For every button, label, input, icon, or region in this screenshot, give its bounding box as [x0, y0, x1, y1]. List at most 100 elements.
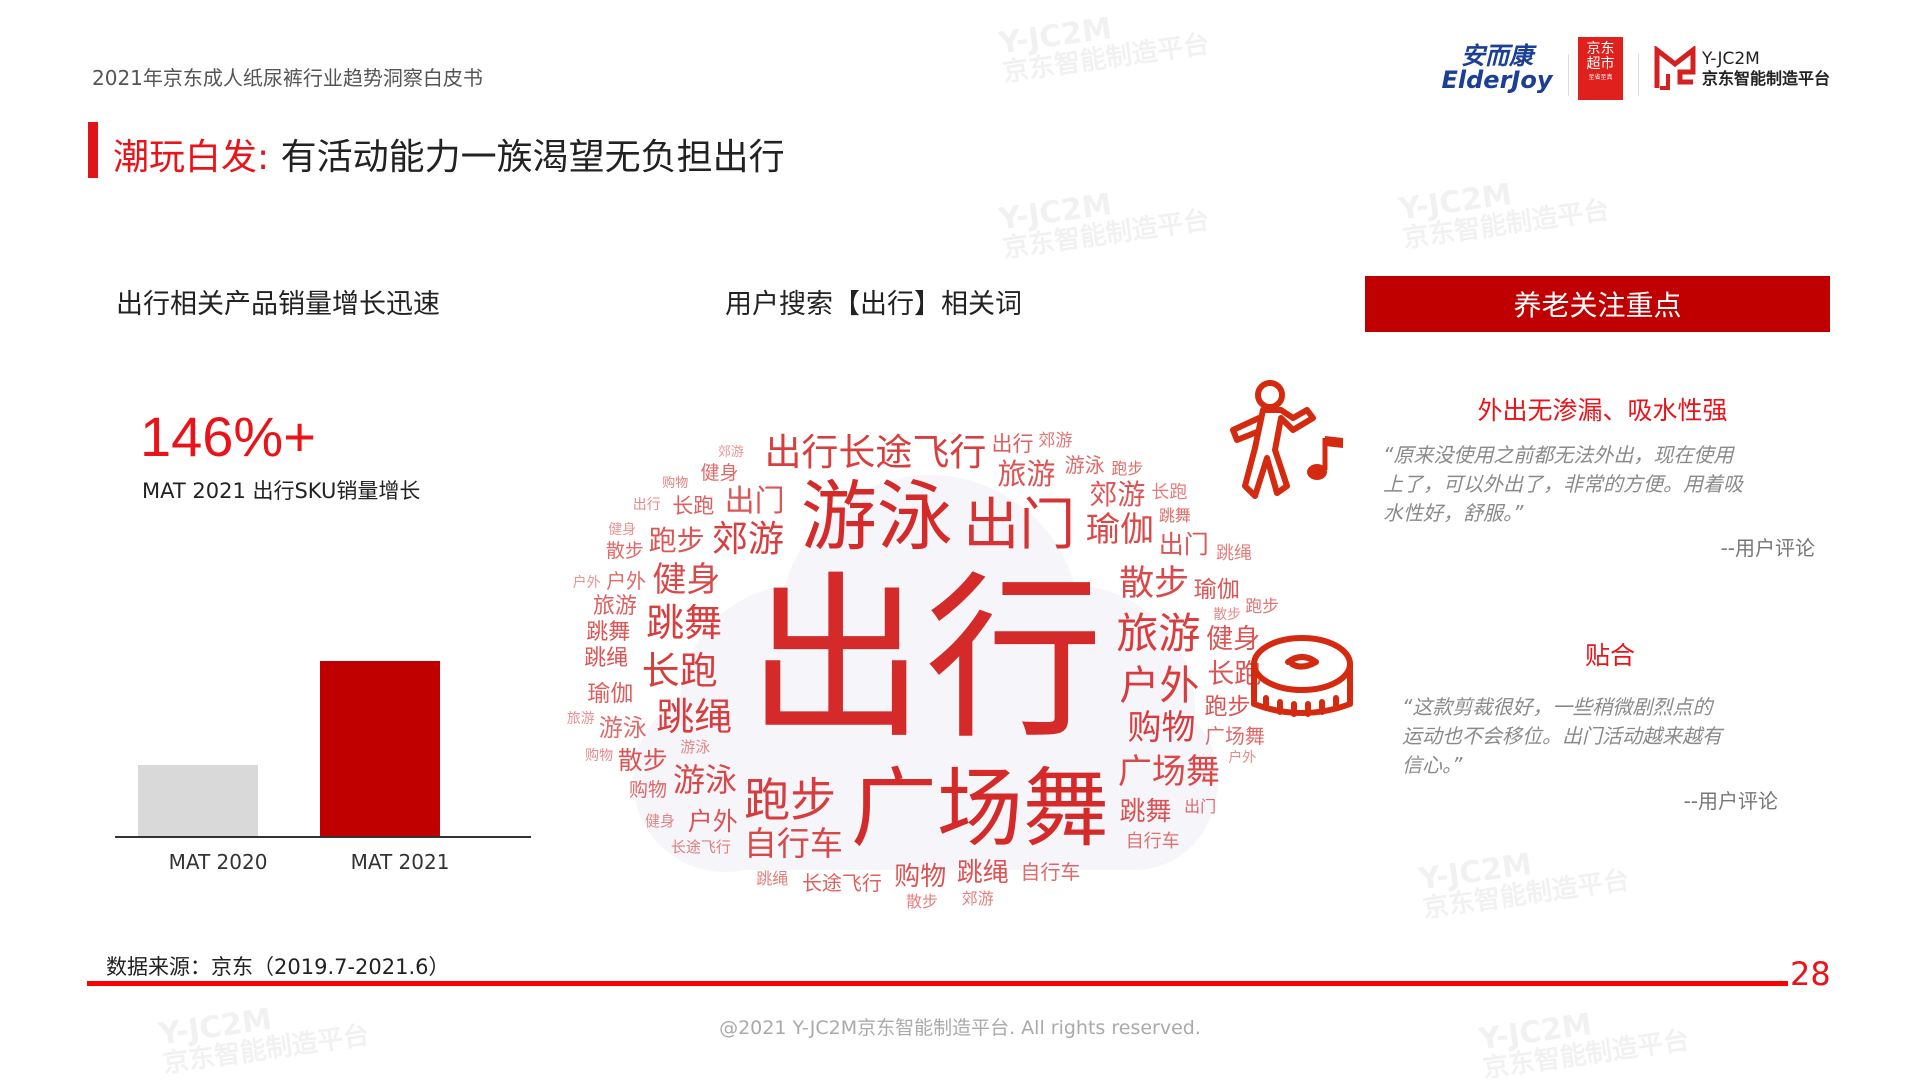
word-cloud-word: 出行 [991, 432, 1034, 457]
word-cloud-word: 长跑 [641, 648, 718, 693]
word-cloud-word: 出门 [963, 493, 1076, 559]
word-cloud-word: 游泳 [1064, 452, 1105, 477]
word-cloud-word: 跑步 [1111, 458, 1144, 478]
word-cloud-word: 旅游 [592, 593, 637, 619]
yjc2m-logo-mark-icon [1654, 46, 1696, 90]
word-cloud-word: 郊游 [717, 444, 744, 460]
word-cloud-word: 跳绳 [1215, 543, 1252, 565]
word-cloud-word: 散步 [1119, 564, 1190, 605]
word-cloud-word: 自行车 [1020, 859, 1081, 884]
quote-line: 水性好，舒服。” [1383, 501, 1524, 525]
benefit-heading: 贴合 [1584, 641, 1635, 670]
bar-mat-2020 [138, 764, 258, 836]
word-cloud-word: 郊游 [1089, 477, 1146, 511]
jd-logo-line3: 至省至真 [1588, 74, 1613, 82]
word-cloud-word: 瑜伽 [1086, 510, 1155, 551]
word-cloud-word: 跑步 [1204, 694, 1251, 721]
word-cloud-word: 户外 [572, 575, 601, 592]
word-cloud-word: 购物 [629, 778, 668, 801]
word-cloud-word: 跳绳 [584, 646, 629, 672]
word-cloud-word: 健身 [652, 559, 721, 600]
word-cloud-word: 长途飞行 [670, 838, 731, 857]
word-cloud-word: 长跑 [1151, 482, 1188, 504]
word-cloud-word: 散步 [605, 540, 644, 563]
jd-logo-line2: 超市 [1586, 55, 1615, 72]
word-cloud-word: 散步 [1213, 606, 1242, 623]
word-cloud-word: 购物 [1127, 708, 1196, 749]
word-cloud-word: 跳舞 [586, 619, 631, 645]
elderjoy-logo-cn: 安而康 [1461, 42, 1533, 70]
page-number: 28 [1790, 955, 1831, 993]
word-cloud-word: 户外 [1228, 749, 1257, 766]
page-title: 潮玩白发: 有活动能力一族渴望无负担出行 [113, 128, 785, 180]
word-cloud-word: 健身 [1206, 624, 1261, 656]
left-section-heading: 出行相关产品销量增长迅速 [116, 289, 440, 320]
document-title: 2021年京东成人纸尿裤行业趋势洞察白皮书 [92, 66, 483, 90]
quote-line: 运动也不会移位。出门活动越来越有 [1402, 724, 1722, 748]
x-axis-line [115, 836, 531, 838]
word-cloud-word: 郊游 [711, 518, 784, 560]
word-cloud-word: 户外 [1119, 662, 1200, 709]
title-accent-bar [88, 122, 98, 178]
word-cloud-word: 购物 [585, 747, 614, 764]
quote-line: 信心。” [1402, 753, 1463, 777]
jd-logo-line1: 京东 [1586, 41, 1615, 57]
word-cloud-word: 跳舞 [646, 601, 723, 646]
growth-stat: 146%+ [140, 405, 316, 468]
word-cloud-word: 跳绳 [756, 868, 789, 888]
elderjoy-logo: 安而康 ElderJoy [1432, 44, 1562, 92]
word-cloud-word: 跳绳 [956, 857, 1009, 888]
word-cloud-word: 出门 [1158, 530, 1209, 560]
tape-measure-icon [1251, 635, 1353, 717]
footer-divider [87, 981, 1788, 986]
word-cloud-word: 出行 [632, 497, 661, 514]
copyright: @2021 Y-JC2M京东智能制造平台. All rights reserve… [719, 1017, 1201, 1039]
word-cloud-word: 郊游 [961, 888, 994, 908]
word-cloud-word: 旅游 [1116, 608, 1201, 658]
word-cloud-word: 出门 [1184, 797, 1217, 817]
watermark: Y-JC2M 京东智能制造平台 [997, 176, 1212, 264]
data-source: 数据来源：京东（2019.7-2021.6） [106, 955, 450, 979]
word-cloud-word: 广场舞 [850, 758, 1109, 859]
word-cloud-word: 旅游 [997, 456, 1056, 491]
word-cloud-word: 游泳 [673, 761, 738, 800]
watermark: Y-JC2M 京东智能制造平台 [1397, 166, 1612, 254]
word-cloud-word: 广场舞 [1117, 752, 1220, 793]
quote-line: “原来没使用之前都无法外出，现在使用 [1383, 443, 1734, 467]
word-cloud-word: 长跑 [672, 494, 715, 519]
word-cloud-word: 游泳 [598, 714, 647, 743]
word-cloud-word: 游泳 [680, 738, 711, 757]
user-quote: “原来没使用之前都无法外出，现在使用 上了，可以外出了，非常的方便。用着吸 水性… [1383, 441, 1743, 528]
watermark: Y-JC2M 京东智能制造平台 [997, 0, 1212, 88]
word-cloud-word: 健身 [608, 521, 637, 538]
word-cloud-word: 购物 [662, 475, 689, 491]
word-cloud-word: 健身 [700, 461, 739, 484]
word-cloud-word: 健身 [644, 811, 675, 830]
word-cloud-word: 瑜伽 [1193, 576, 1240, 603]
quote-line: “这款剪裁很好，一些稍微剧烈点的 [1402, 695, 1713, 719]
quote-attribution: --用户评论 [1683, 789, 1778, 813]
word-cloud-word: 户外 [687, 807, 738, 837]
word-cloud-word: 出行长途飞行 [764, 431, 987, 475]
title-rest: 有活动能力一族渴望无负担出行 [269, 137, 785, 178]
user-quote: “这款剪裁很好，一些稍微剧烈点的 运动也不会移位。出门活动越来越有 信心。” [1402, 693, 1722, 780]
word-cloud-word: 长途飞行 [801, 870, 882, 895]
elderjoy-logo-en: ElderJoy [1441, 66, 1553, 94]
quote-attribution: --用户评论 [1720, 536, 1815, 560]
benefit-heading: 外出无渗漏、吸水性强 [1477, 396, 1728, 425]
growth-stat-caption: MAT 2021 出行SKU销量增长 [142, 479, 421, 503]
word-cloud-word: 郊游 [1038, 430, 1073, 451]
yjc2m-logo: Y-JC2M 京东智能制造平台 [1654, 46, 1830, 92]
dancing-person-icon [1230, 380, 1343, 499]
yjc2m-logo-line2: 京东智能制造平台 [1702, 68, 1831, 88]
word-cloud-word: 散步 [905, 891, 938, 911]
word-cloud-word: 散步 [617, 745, 668, 775]
word-cloud-word: 旅游 [566, 710, 595, 727]
word-cloud-word: 自行车 [1125, 831, 1180, 853]
logo-divider [1568, 54, 1569, 96]
yjc2m-logo-line1: Y-JC2M [1702, 49, 1760, 70]
word-cloud-word: 跳舞 [1119, 797, 1172, 828]
word-cloud-background [633, 475, 1218, 872]
word-cloud-word: 自行车 [743, 824, 843, 864]
word-cloud-word: 户外 [606, 569, 647, 594]
